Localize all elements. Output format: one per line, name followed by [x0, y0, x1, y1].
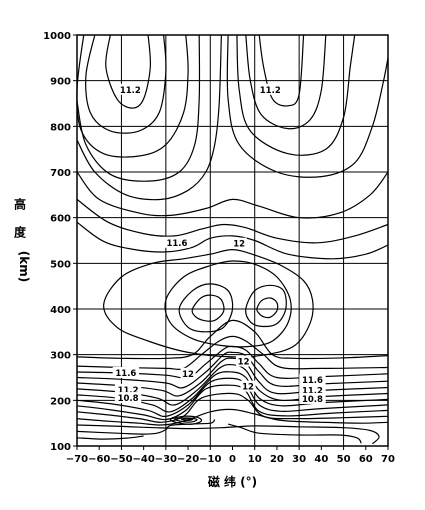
contour-line [76, 419, 216, 435]
contour-line [169, 415, 203, 425]
contour-line [76, 377, 389, 417]
x-tick-label: 20 [270, 454, 284, 465]
y-tick-label: 700 [50, 168, 71, 179]
contour-line [76, 435, 144, 440]
contour-line [103, 248, 314, 358]
contour-line [226, 34, 389, 178]
contour-line [76, 384, 389, 421]
contour-label-bg [231, 237, 247, 249]
y-tick-labels: 100 200 300 400 500 600 700 800 900 1000 [43, 31, 77, 453]
contour-line [236, 34, 356, 156]
y-tick-label: 300 [50, 351, 71, 362]
contour-label: 11.2 [120, 86, 141, 96]
y-axis-label-part: (km) [17, 251, 31, 282]
contour-label-bg [240, 380, 256, 392]
contour-label: 11.2 [302, 386, 323, 396]
contour-line [76, 371, 389, 413]
contour-label-bg [163, 236, 191, 248]
contour-line [76, 171, 389, 219]
contour-line [76, 221, 389, 260]
contour-label: 11.6 [166, 239, 187, 249]
contour-label-bg [236, 355, 252, 367]
y-tick-label: 600 [50, 214, 71, 225]
contour-label: 11.6 [302, 376, 323, 386]
contour-label-bg [299, 392, 326, 404]
contour-line [76, 34, 201, 182]
grid [77, 35, 388, 446]
y-tick-label: 900 [50, 77, 71, 88]
contour-label: 12 [233, 240, 245, 250]
contour-line [105, 34, 152, 109]
contour-line [178, 283, 234, 333]
y-tick-label: 1000 [43, 31, 71, 42]
contour-line [227, 423, 362, 444]
x-tick-labels: −70 −60 −50 −40 −30 −20 −10 0 10 20 30 40 50 60 70 [66, 446, 395, 465]
x-tick-label: −70 [66, 454, 88, 465]
x-tick-label: −20 [177, 454, 199, 465]
contour-line [76, 392, 389, 423]
contour-line [191, 294, 225, 322]
contour-line [76, 363, 389, 406]
contour-line [76, 424, 380, 445]
contour-line [76, 319, 389, 360]
contour-lines [76, 34, 389, 445]
contour-line [76, 335, 389, 370]
x-tick-label: 10 [248, 454, 262, 465]
x-axis-label: 磁 纬 (°) [207, 474, 257, 489]
x-tick-label: −30 [155, 454, 177, 465]
x-tick-label: −50 [110, 454, 132, 465]
contour-line [180, 417, 194, 422]
contour-label-bg [299, 373, 326, 385]
x-tick-label: −10 [199, 454, 221, 465]
y-tick-label: 100 [50, 442, 71, 453]
contour-line [245, 284, 287, 328]
contour-label: 10.8 [118, 394, 139, 404]
y-tick-label: 500 [50, 259, 71, 270]
y-tick-label: 400 [50, 305, 71, 316]
x-tick-label: −60 [88, 454, 110, 465]
contour-line [256, 297, 279, 319]
contour-label-bg [112, 366, 140, 378]
contour-label: 12 [242, 383, 254, 393]
contour-line [76, 34, 222, 201]
contour-label: 12 [238, 358, 250, 368]
contour-labels: 11.2 11.211.6 1212121211.611.210.811.611.2… [112, 83, 326, 405]
contour-line [76, 408, 389, 426]
contour-label-bg [117, 83, 144, 95]
contour-line [76, 345, 389, 379]
x-tick-label: 30 [292, 454, 306, 465]
contour-line [76, 351, 389, 389]
y-axis-label-part: 高 [14, 197, 26, 212]
x-tick-label: 0 [229, 454, 236, 465]
y-axis-label: 高度 (km) [14, 197, 31, 283]
x-tick-label: 40 [314, 454, 328, 465]
contour-line [76, 198, 389, 244]
contour-label-bg [257, 83, 284, 95]
contour-line [258, 34, 305, 107]
contour-label: 10.8 [302, 395, 323, 405]
contour-line [174, 417, 198, 423]
contour-label-bg [114, 383, 142, 395]
contour-line [245, 34, 327, 130]
contour-label-bg [299, 384, 326, 396]
contour-label: 11.6 [115, 369, 136, 379]
contour-label: 11.2 [118, 386, 139, 396]
contour-label: 11.2 [260, 86, 281, 96]
contour-line [85, 34, 167, 134]
y-axis-label-part: 度 [14, 225, 27, 240]
x-tick-label: 70 [381, 454, 395, 465]
contour-label: 12 [182, 370, 194, 380]
contour-line [164, 260, 292, 348]
x-tick-label: 50 [337, 454, 351, 465]
y-tick-label: 200 [50, 396, 71, 407]
x-tick-label: 60 [359, 454, 373, 465]
x-tick-label: −40 [132, 454, 154, 465]
contour-label-bg [180, 367, 196, 379]
y-tick-label: 800 [50, 122, 71, 133]
contour-line [76, 357, 389, 397]
contour-label-bg [114, 392, 142, 404]
contour-line [76, 34, 189, 158]
